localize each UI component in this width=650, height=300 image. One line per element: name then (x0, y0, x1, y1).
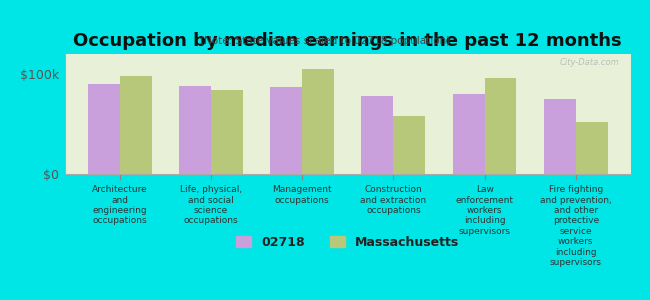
Bar (270, 87, 302, 174)
Bar (179, 86, 211, 174)
Bar (452, 94, 484, 174)
Bar (544, 99, 576, 174)
Bar (120, 76, 151, 174)
Bar (302, 69, 334, 174)
Title: Occupation by median earnings in the past 12 months: Occupation by median earnings in the pas… (73, 32, 622, 50)
Text: (Note: State values scaled to 02718 population): (Note: State values scaled to 02718 popu… (200, 36, 450, 46)
Bar (211, 90, 243, 174)
Bar (393, 116, 425, 174)
Bar (88, 84, 120, 174)
Legend: 02718, Massachusetts: 02718, Massachusetts (231, 231, 464, 254)
Text: City-Data.com: City-Data.com (560, 58, 619, 67)
Bar (484, 78, 517, 174)
Bar (576, 122, 608, 174)
Bar (361, 96, 393, 174)
